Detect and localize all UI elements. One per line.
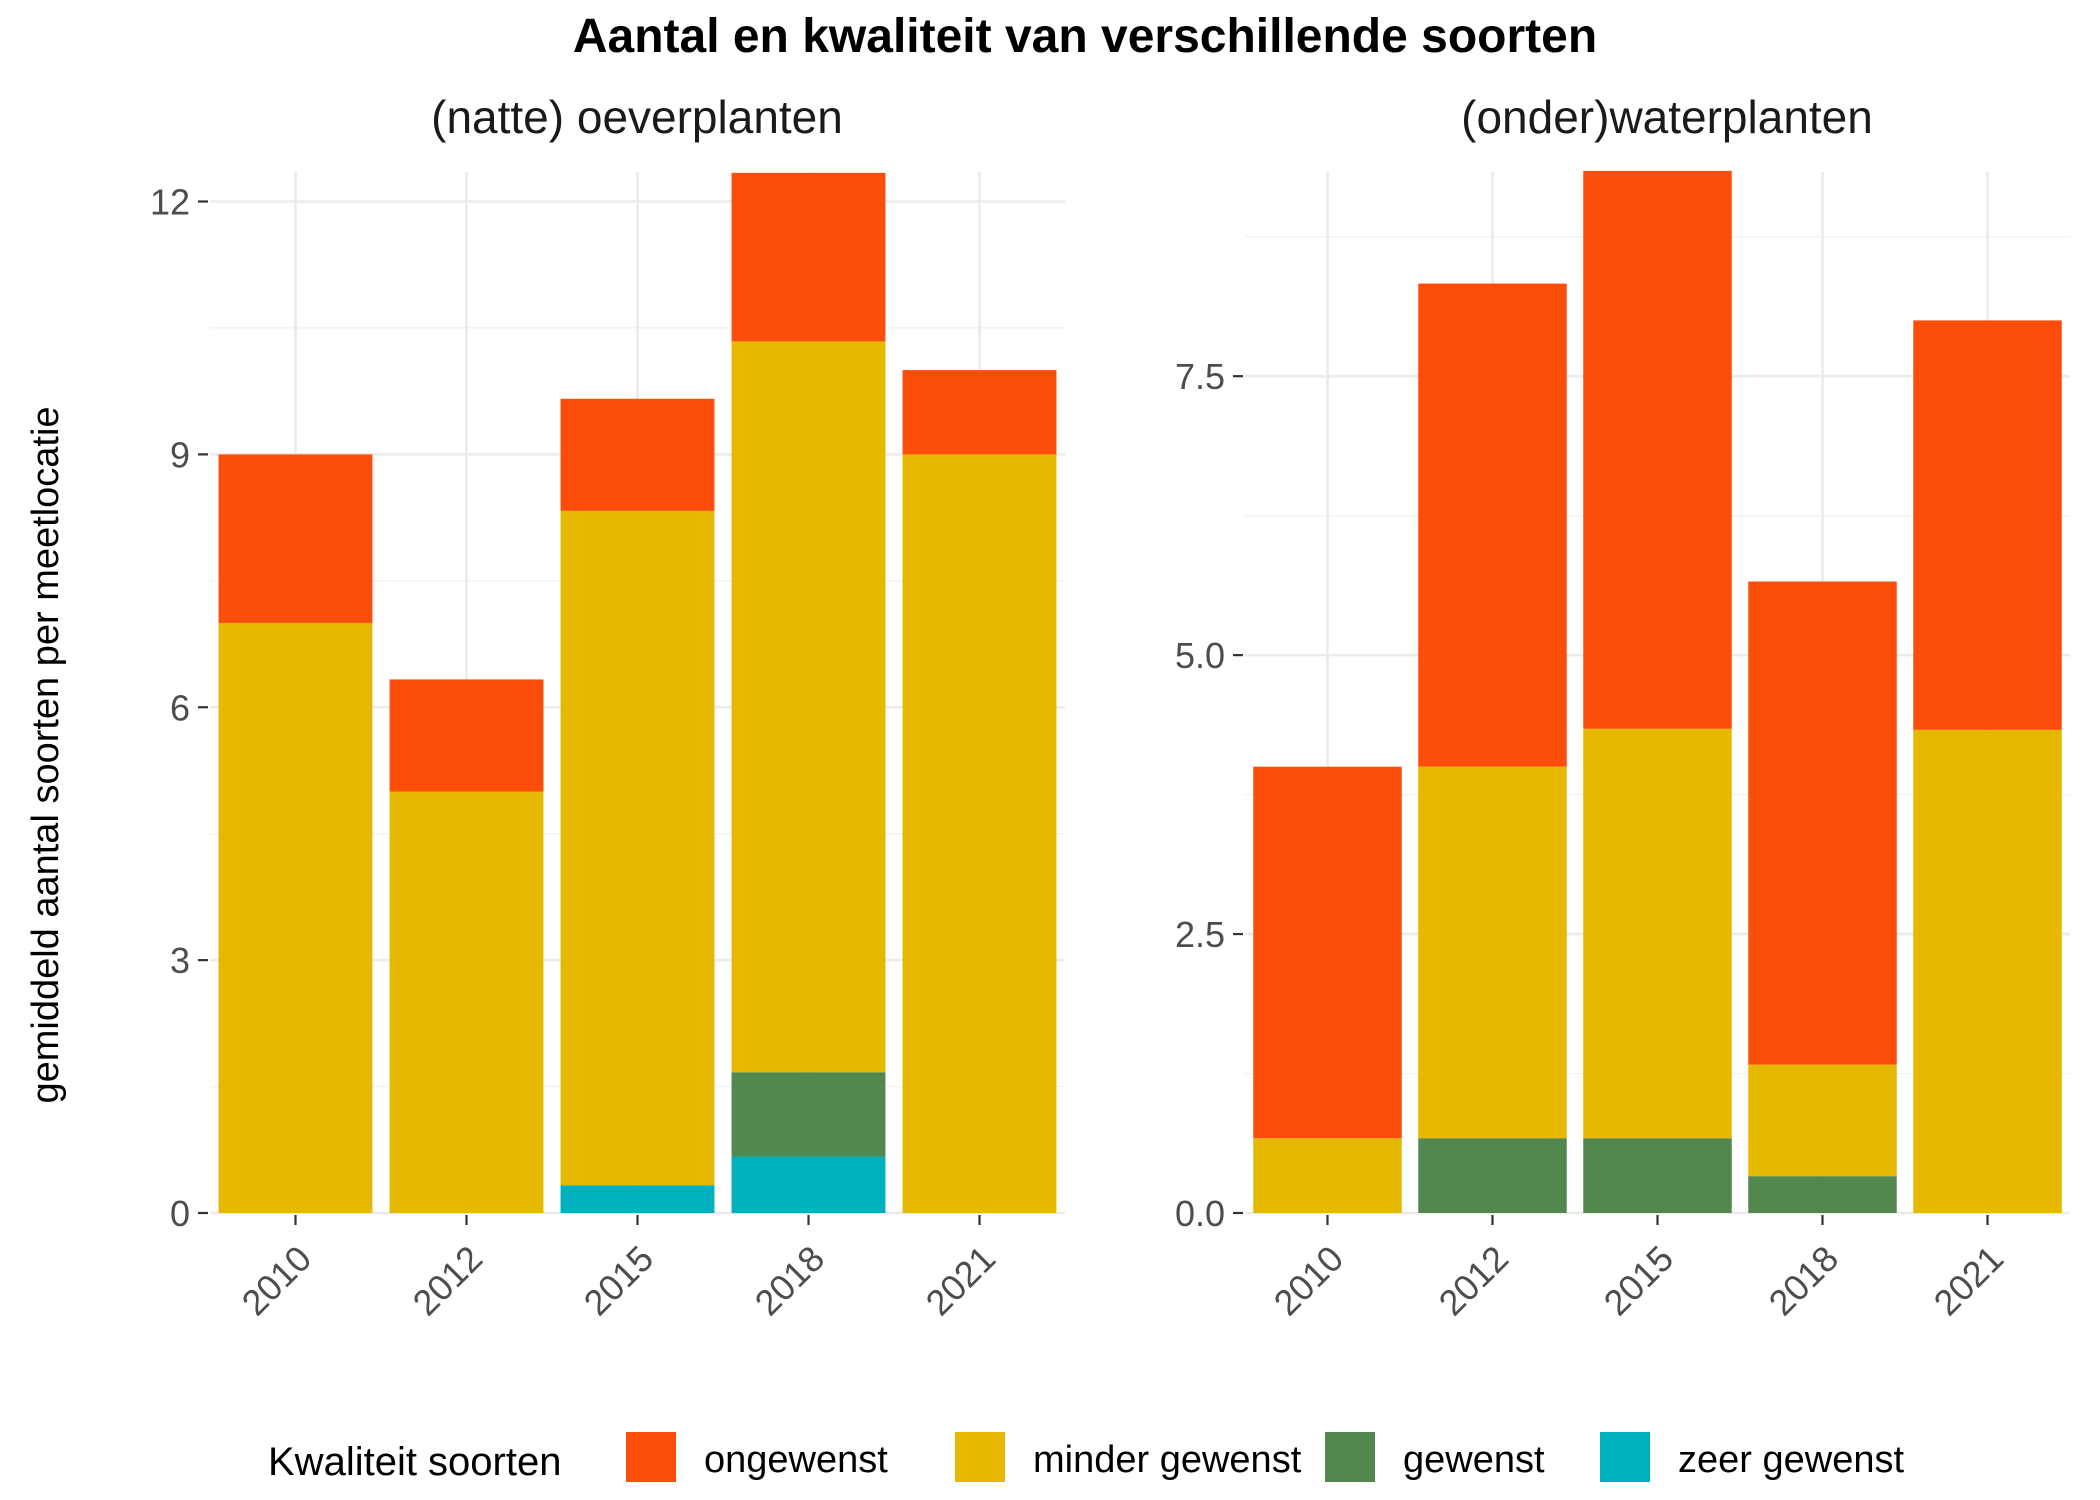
- chart-title: Aantal en kwaliteit van verschillende so…: [573, 10, 1597, 63]
- bar-ongewenst-2012: [1418, 283, 1567, 767]
- legend-swatch-gewenst: [1325, 1432, 1375, 1482]
- x-tick-label: 2018: [747, 1238, 833, 1324]
- bar-gewenst-2018: [1748, 1176, 1897, 1213]
- y-tick-label: 2.5: [1175, 914, 1225, 955]
- bar-minder-gewenst-2018: [1748, 1064, 1897, 1177]
- bar-ongewenst-2021: [902, 370, 1057, 455]
- x-tick-label: 2021: [1926, 1238, 2012, 1324]
- bar-minder-gewenst-2021: [1913, 729, 2062, 1213]
- x-tick-label: 2012: [405, 1238, 491, 1324]
- panel-title: (onder)waterplanten: [1461, 91, 1873, 143]
- bar-gewenst-2018: [731, 1072, 886, 1157]
- x-tick-label: 2010: [1266, 1238, 1352, 1324]
- bar-zeer-gewenst-2018: [731, 1156, 886, 1213]
- bar-gewenst-2015: [1583, 1138, 1732, 1213]
- bar-minder-gewenst-2012: [1418, 766, 1567, 1139]
- bar-minder-gewenst-2015: [560, 510, 715, 1186]
- bar-ongewenst-2018: [1748, 581, 1897, 1065]
- bar-minder-gewenst-2010: [1253, 1138, 1402, 1213]
- legend: Kwaliteit soorten ongewenst minder gewenst…: [268, 1432, 1904, 1484]
- panel-1: (natte) oeverplanten 0 3 6 9 12 2010 2012 2015 20…: [150, 91, 1065, 1323]
- bar-gewenst-2012: [1418, 1138, 1567, 1213]
- bar-minder-gewenst-2012: [389, 791, 544, 1213]
- x-tick-label: 2015: [576, 1238, 662, 1324]
- y-tick-label: 0.0: [1175, 1193, 1225, 1234]
- bar-zeer-gewenst-2015: [560, 1185, 715, 1213]
- bar-ongewenst-2018: [731, 172, 886, 342]
- panel-title: (natte) oeverplanten: [431, 91, 843, 143]
- x-tick-label: 2018: [1761, 1238, 1847, 1324]
- bar-ongewenst-2012: [389, 679, 544, 792]
- y-tick-label: 3: [170, 940, 190, 981]
- legend-label: ongewenst: [704, 1439, 888, 1481]
- bar-ongewenst-2010: [1253, 766, 1402, 1139]
- y-tick-label: 6: [170, 687, 190, 728]
- legend-swatch-ongewenst: [626, 1432, 676, 1482]
- x-tick-label: 2021: [918, 1238, 1004, 1324]
- legend-label: minder gewenst: [1033, 1439, 1302, 1481]
- bar-minder-gewenst-2018: [731, 341, 886, 1073]
- x-tick-label: 2010: [234, 1238, 320, 1324]
- bar-ongewenst-2015: [560, 398, 715, 511]
- legend-label: gewenst: [1403, 1439, 1545, 1481]
- y-tick-label: 12: [150, 182, 190, 223]
- y-axis-label: gemiddeld aantal soorten per meetlocatie: [25, 406, 67, 1103]
- bar-ongewenst-2010: [218, 454, 373, 623]
- bar-minder-gewenst-2015: [1583, 728, 1732, 1139]
- legend-swatch-zeer-gewenst: [1600, 1432, 1650, 1482]
- legend-title: Kwaliteit soorten: [268, 1440, 561, 1484]
- legend-label: zeer gewenst: [1678, 1439, 1904, 1481]
- bar-minder-gewenst-2021: [902, 454, 1057, 1213]
- panel-2: (onder)waterplanten 0.0 2.5 5.0 7.5 2010 2012 2…: [1175, 91, 2070, 1323]
- y-tick-label: 0: [170, 1193, 190, 1234]
- y-tick-label: 7.5: [1175, 356, 1225, 397]
- x-tick-label: 2015: [1596, 1238, 1682, 1324]
- bar-minder-gewenst-2010: [218, 622, 373, 1213]
- bar-ongewenst-2015: [1583, 170, 1732, 729]
- panels: (natte) oeverplanten 0 3 6 9 12 2010 2012 2015 20…: [150, 91, 2070, 1323]
- y-tick-label: 9: [170, 434, 190, 475]
- x-tick-label: 2012: [1431, 1238, 1517, 1324]
- legend-swatch-minder-gewenst: [955, 1432, 1005, 1482]
- bar-ongewenst-2021: [1913, 320, 2062, 730]
- y-tick-label: 5.0: [1175, 635, 1225, 676]
